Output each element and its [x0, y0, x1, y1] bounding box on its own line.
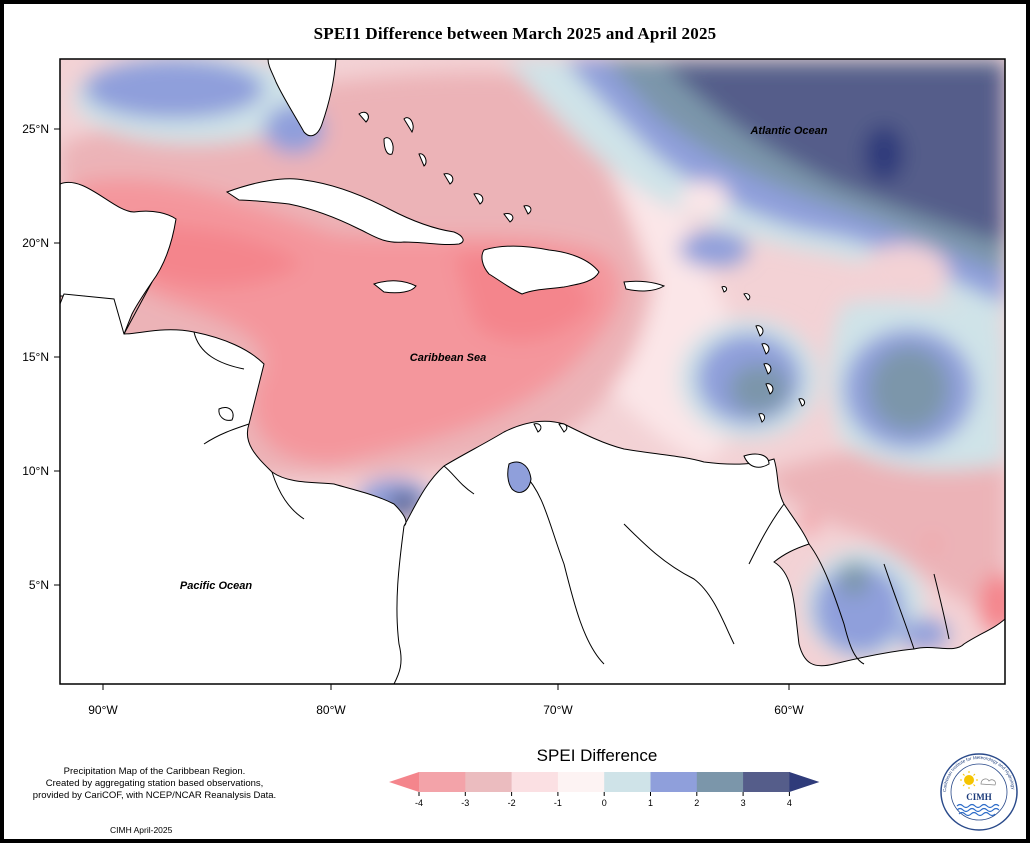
legend-title: SPEI Difference [536, 746, 658, 765]
lat-tick-20: 20°N [22, 236, 49, 250]
legend-tick-label: -2 [508, 798, 516, 808]
cloud-icon [980, 778, 996, 786]
legend-tick-label: -1 [554, 798, 562, 808]
footnote: Precipitation Map of the Caribbean Regio… [12, 766, 297, 802]
legend-colorbar: -4 -3 -2 -1 0 1 2 3 4 [389, 772, 820, 808]
legend-swatch [604, 772, 651, 792]
legend-swatch [419, 772, 466, 792]
spei-field [60, 59, 1005, 684]
axis-ticks [54, 128, 790, 690]
legend-swatch [511, 772, 559, 792]
legend-tick-label: 4 [787, 798, 792, 808]
legend-swatch [650, 772, 698, 792]
land-masses [60, 59, 1005, 684]
map-figure: 25°N 20°N 15°N 10°N 5°N 90°W 80°W 70°W 6… [22, 58, 1006, 808]
legend-tick-label: -4 [415, 798, 423, 808]
sun-icon [964, 775, 974, 785]
legend-swatch [696, 772, 744, 792]
legend-arrow-high [789, 772, 820, 792]
caribbean-sea-label: Caribbean Sea [410, 352, 486, 364]
legend-arrow-low [389, 772, 419, 792]
legend-swatch [465, 772, 513, 792]
map-title: SPEI1 Difference between March 2025 and … [313, 24, 717, 43]
footnote-line-1: Precipitation Map of the Caribbean Regio… [63, 766, 246, 777]
footnote-line-2: Created by aggregating station based obs… [45, 778, 264, 789]
cimh-logo: CIMH Caribbean Institute for Meteorology… [940, 753, 1018, 831]
lon-tick-80: 80°W [316, 703, 346, 717]
legend-tick-label: 2 [694, 798, 699, 808]
lat-tick-25: 25°N [22, 122, 49, 136]
legend-swatch [743, 772, 790, 792]
atlantic-ocean-label: Atlantic Ocean [749, 125, 827, 137]
footnote-line-3: provided by CariCOF, with NCEP/NCAR Rean… [32, 790, 277, 801]
page: SPEI1 Difference between March 2025 and … [4, 4, 1026, 839]
lat-tick-5: 5°N [29, 578, 49, 592]
legend-tick-label: 3 [741, 798, 746, 808]
logo-text: CIMH [966, 792, 992, 802]
lat-tick-10: 10°N [22, 464, 49, 478]
credit-text: CIMH April-2025 [110, 825, 173, 835]
pacific-ocean-label: Pacific Ocean [180, 580, 252, 592]
lon-tick-70: 70°W [543, 703, 573, 717]
map-frame [59, 58, 1006, 685]
legend-tick-label: -3 [461, 798, 469, 808]
waves-icon [956, 803, 1000, 817]
lon-tick-60: 60°W [774, 703, 804, 717]
legend-swatch [557, 772, 605, 792]
legend-tick-label: 1 [648, 798, 653, 808]
legend-tick-label: 0 [602, 798, 607, 808]
country-borders [123, 281, 950, 684]
lon-tick-90: 90°W [88, 703, 118, 717]
lat-tick-15: 15°N [22, 350, 49, 364]
